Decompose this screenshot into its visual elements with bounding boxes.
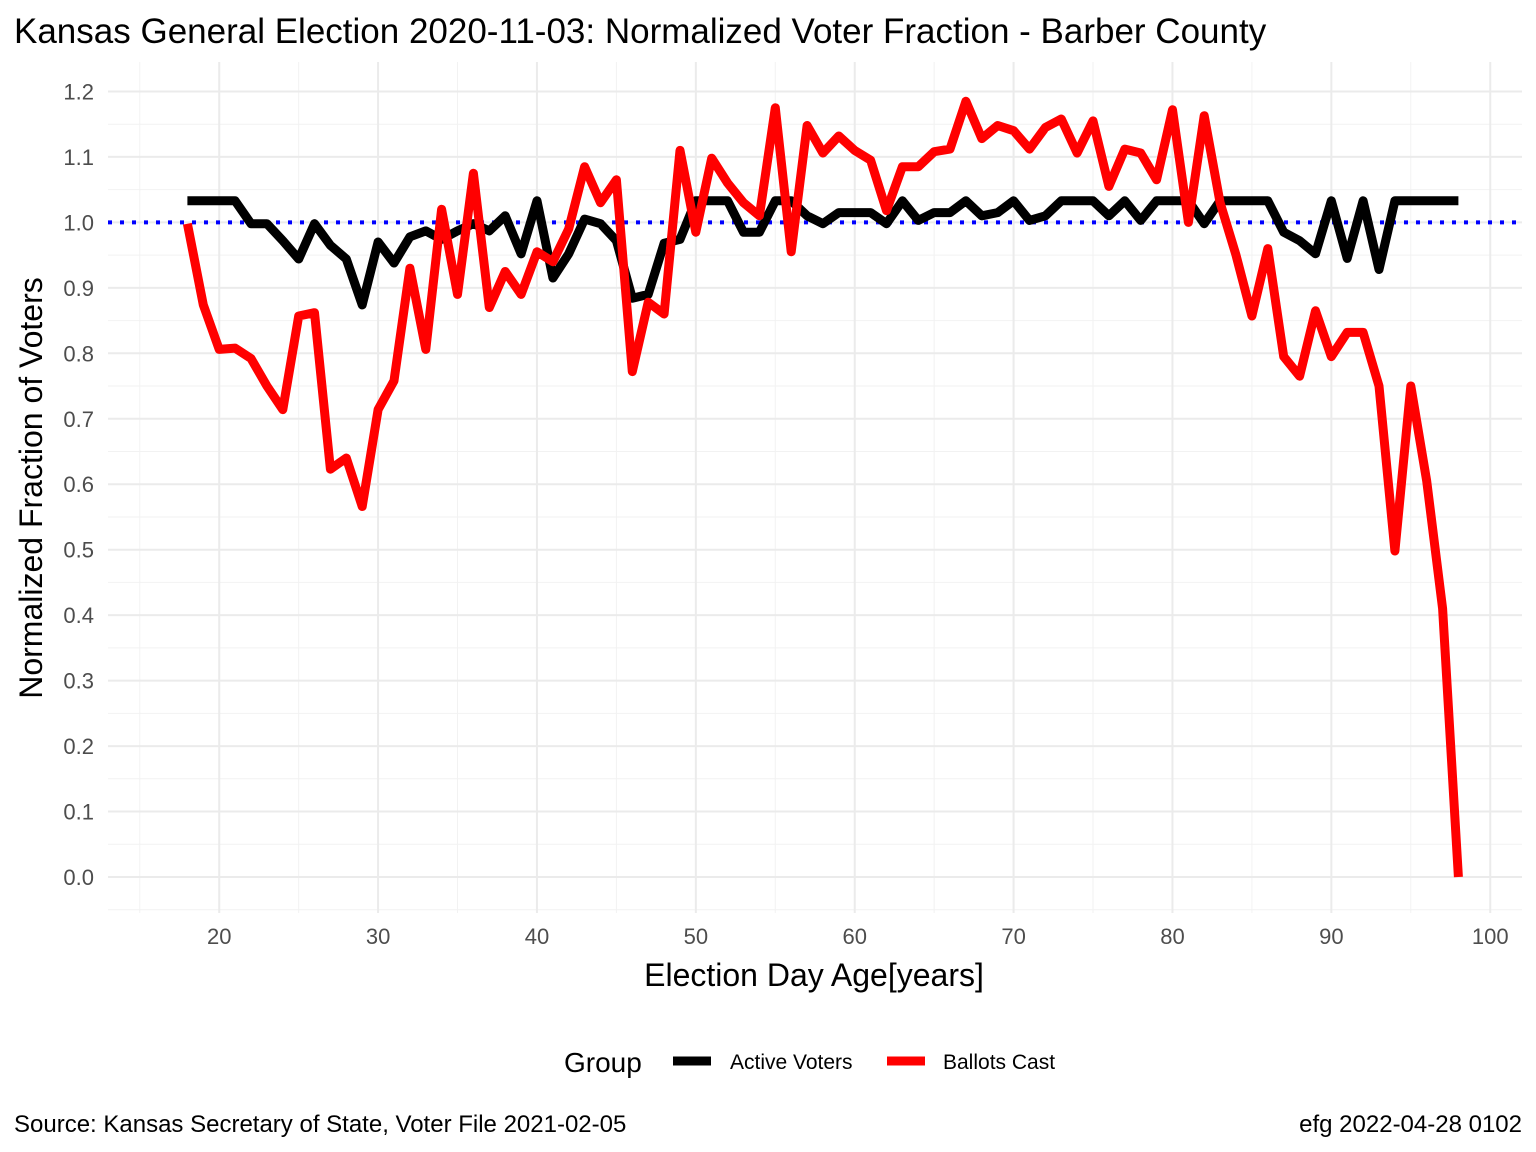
y-tick-label: 0.2 (63, 734, 94, 759)
x-tick-label: 70 (1001, 924, 1025, 949)
grid-minor (108, 62, 1522, 913)
x-tick-labels: 20 30 40 50 60 70 80 90 100 (207, 924, 1509, 949)
legend-label-ballots-cast: Ballots Cast (943, 1051, 1055, 1074)
y-tick-labels: 0.0 0.1 0.2 0.3 0.4 0.5 0.6 0.7 0.8 0.9 1.0 1.1 1.2 (63, 79, 94, 890)
y-tick-label: 0.0 (63, 865, 94, 890)
x-tick-label: 100 (1472, 924, 1509, 949)
legend: Group Active Voters Ballots Cast (564, 1047, 1055, 1078)
y-tick-label: 1.0 (63, 210, 94, 235)
x-tick-label: 40 (525, 924, 549, 949)
legend-title: Group (564, 1047, 642, 1078)
series-group (182, 96, 1463, 878)
y-tick-label: 0.5 (63, 538, 94, 563)
y-tick-label: 0.1 (63, 800, 94, 825)
y-tick-label: 1.1 (63, 145, 94, 170)
series-line-active-voters (187, 196, 1459, 310)
source-caption: Source: Kansas Secretary of State, Voter… (14, 1111, 626, 1138)
y-axis-title: Normalized Fraction of Voters (13, 277, 49, 699)
y-tick-label: 0.4 (63, 603, 94, 628)
credit-caption: efg 2022-04-28 0102 (1299, 1111, 1522, 1138)
y-tick-label: 0.8 (63, 341, 94, 366)
x-tick-label: 80 (1160, 924, 1184, 949)
y-tick-label: 0.6 (63, 472, 94, 497)
x-tick-label: 60 (842, 924, 866, 949)
chart-title: Kansas General Election 2020-11-03: Norm… (14, 12, 1267, 51)
x-axis-title: Election Day Age[years] (644, 957, 984, 993)
series-line-ballots-cast (182, 96, 1463, 878)
y-tick-label: 1.2 (63, 79, 94, 104)
x-tick-label: 20 (207, 924, 231, 949)
grid-major (108, 62, 1522, 913)
x-tick-label: 50 (684, 924, 708, 949)
y-tick-label: 0.7 (63, 407, 94, 432)
legend-label-active-voters: Active Voters (730, 1051, 853, 1074)
x-tick-label: 90 (1319, 924, 1343, 949)
y-tick-label: 0.9 (63, 276, 94, 301)
x-tick-label: 30 (366, 924, 390, 949)
y-tick-label: 0.3 (63, 669, 94, 694)
